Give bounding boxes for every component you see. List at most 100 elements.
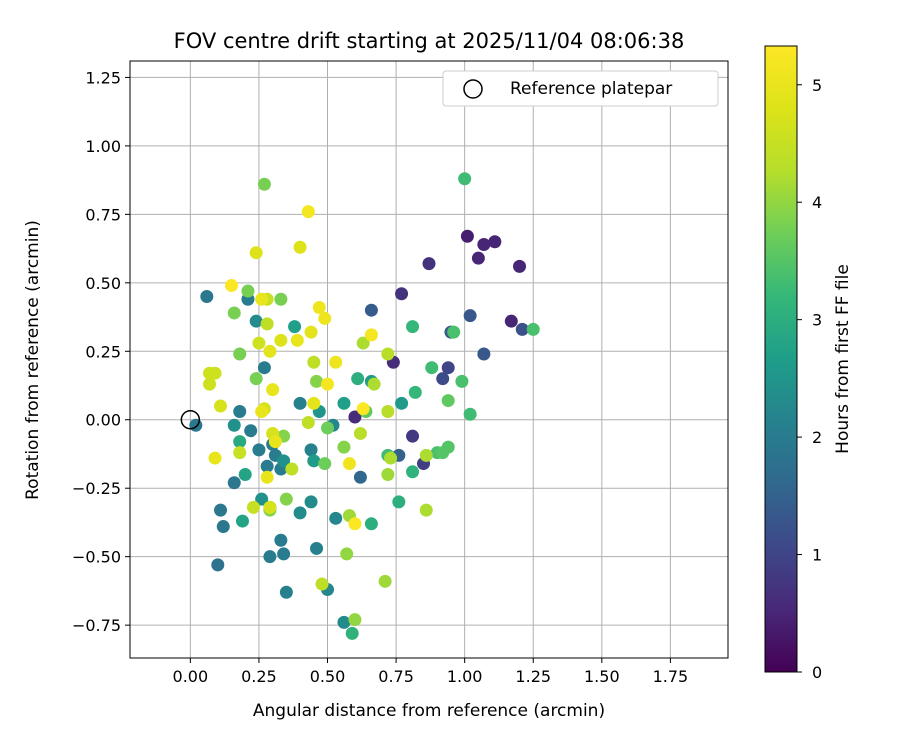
scatter-point: [395, 287, 409, 301]
scatter-point: [460, 229, 474, 243]
scatter-point: [214, 503, 228, 517]
scatter-point: [266, 383, 280, 397]
scatter-point: [257, 177, 271, 191]
colorbar-gradient: [764, 45, 798, 673]
legend-box: [442, 70, 719, 107]
scatter-point: [329, 511, 343, 525]
scatter-point: [364, 517, 378, 531]
x-tick-label: 1.75: [653, 667, 689, 686]
scatter-point: [488, 235, 502, 249]
scatter-point: [364, 328, 378, 342]
legend: Reference platepar: [442, 70, 719, 107]
scatter-point: [381, 347, 395, 361]
scatter-point: [290, 333, 304, 347]
scatter-point: [513, 259, 527, 273]
scatter-point: [241, 284, 255, 298]
scatter-point: [425, 361, 439, 375]
scatter-point: [293, 396, 307, 410]
scatter-point: [318, 457, 332, 471]
scatter-point: [419, 448, 433, 462]
scatter-point: [477, 237, 491, 251]
scatter-point: [277, 454, 291, 468]
grid-lines: [130, 61, 728, 658]
scatter-point: [310, 374, 324, 388]
x-tick-label: 0.50: [310, 667, 346, 686]
scatter-point: [274, 533, 288, 547]
scatter-point: [208, 451, 222, 465]
scatter-point: [214, 399, 228, 413]
scatter-point: [293, 506, 307, 520]
scatter-point: [263, 500, 277, 514]
scatter-point: [216, 520, 230, 534]
scatter-point: [189, 418, 203, 432]
scatter-point: [263, 550, 277, 564]
scatter-point: [351, 372, 365, 386]
scatter-point: [392, 495, 406, 509]
scatter-point: [246, 500, 260, 514]
scatter-point: [310, 541, 324, 555]
scatter-point: [255, 492, 269, 506]
scatter-point: [233, 405, 247, 419]
scatter-point: [329, 355, 343, 369]
scatter-point: [348, 517, 362, 531]
scatter-point: [304, 495, 318, 509]
x-axis-label: Angular distance from reference (arcmin): [253, 701, 605, 721]
scatter-point: [244, 424, 258, 438]
scatter-point: [227, 418, 241, 432]
colorbar-tick-label: 0: [812, 663, 822, 682]
scatter-point: [249, 314, 263, 328]
y-tick-label: 1.25: [85, 68, 121, 87]
scatter-point: [255, 405, 269, 419]
x-tick-label: 0.75: [378, 667, 414, 686]
scatter-point: [348, 613, 362, 627]
scatter-point: [277, 547, 291, 561]
scatter-point: [260, 459, 274, 473]
colorbar-tick-label: 4: [812, 193, 822, 212]
scatter-point: [406, 429, 420, 443]
scatter-point: [381, 468, 395, 482]
scatter-point: [274, 333, 288, 347]
scatter-point: [307, 355, 321, 369]
y-tick-label: 0.75: [85, 205, 121, 224]
chart-title: FOV centre drift starting at 2025/11/04 …: [174, 29, 685, 53]
y-tick-label: −0.25: [72, 479, 121, 498]
legend-entry-reference: Reference platepar: [510, 79, 672, 99]
scatter-point: [233, 446, 247, 460]
scatter-point: [238, 468, 252, 482]
scatter-point: [384, 451, 398, 465]
scatter-point: [337, 615, 351, 629]
scatter-point: [307, 454, 321, 468]
scatter-point: [526, 322, 540, 336]
scatter-point: [211, 558, 225, 572]
colorbar-tick-label: 5: [812, 76, 822, 95]
scatter-point: [458, 172, 472, 186]
scatter-point: [340, 547, 354, 561]
scatter-point: [463, 309, 477, 323]
x-tick-label: 0.25: [241, 667, 277, 686]
scatter-point: [279, 585, 293, 599]
y-tick-label: −0.75: [72, 616, 121, 635]
scatter-point: [301, 205, 315, 219]
scatter-point: [318, 311, 332, 325]
x-axis-ticks: 0.00 0.25 0.50 0.75 1.00 1.25 1.50 1.75: [173, 658, 689, 686]
scatter-point: [307, 396, 321, 410]
scatter-point: [224, 279, 238, 293]
scatter-point: [227, 306, 241, 320]
scatter-point: [255, 292, 269, 306]
scatter-point: [436, 372, 450, 386]
scatter-point: [200, 290, 214, 304]
scatter-point: [304, 443, 318, 457]
scatter-point: [321, 377, 335, 391]
scatter-point: [406, 320, 420, 334]
y-tick-label: 0.00: [85, 411, 121, 430]
scatter-point: [364, 303, 378, 317]
scatter-point: [321, 421, 335, 435]
scatter-point: [515, 322, 529, 336]
x-tick-label: 1.50: [584, 667, 620, 686]
scatter-point: [252, 443, 266, 457]
scatter-point: [337, 440, 351, 454]
scatter-point: [312, 300, 326, 314]
scatter-points: [189, 172, 540, 640]
y-tick-label: 1.00: [85, 137, 121, 156]
